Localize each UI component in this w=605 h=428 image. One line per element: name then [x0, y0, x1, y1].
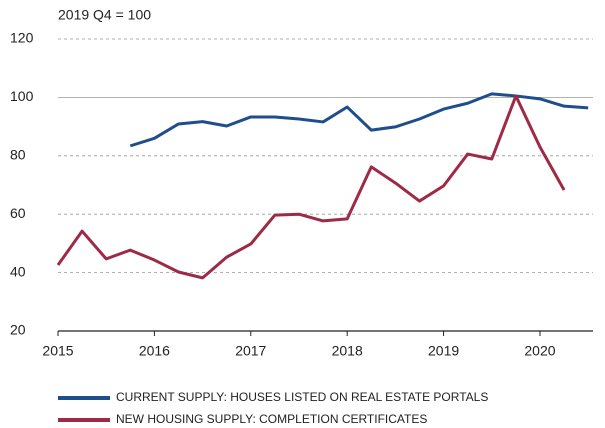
data-line: [129, 92, 589, 148]
y-tick-label: 20: [10, 322, 26, 338]
x-tick-label: 2019: [428, 343, 459, 359]
y-axis-label: 2019 Q4 = 100: [58, 7, 151, 23]
x-tick-label: 2015: [42, 343, 73, 359]
x-tick-label: 2016: [139, 343, 170, 359]
y-tick-label: 100: [10, 88, 34, 104]
legend-label: CURRENT SUPPLY: HOUSES LISTED ON REAL ES…: [116, 390, 488, 404]
y-tick-label: 60: [10, 205, 26, 221]
y-tick-label: 80: [10, 147, 26, 163]
y-tick-label: 40: [10, 263, 26, 279]
data-line: [56, 94, 566, 280]
legend-label: NEW HOUSING SUPPLY: COMPLETION CERTIFICA…: [116, 412, 427, 426]
y-tick-label: 120: [10, 30, 34, 46]
x-tick-label: 2020: [524, 343, 555, 359]
x-tick-label: 2017: [235, 343, 266, 359]
x-tick-label: 2018: [332, 343, 363, 359]
